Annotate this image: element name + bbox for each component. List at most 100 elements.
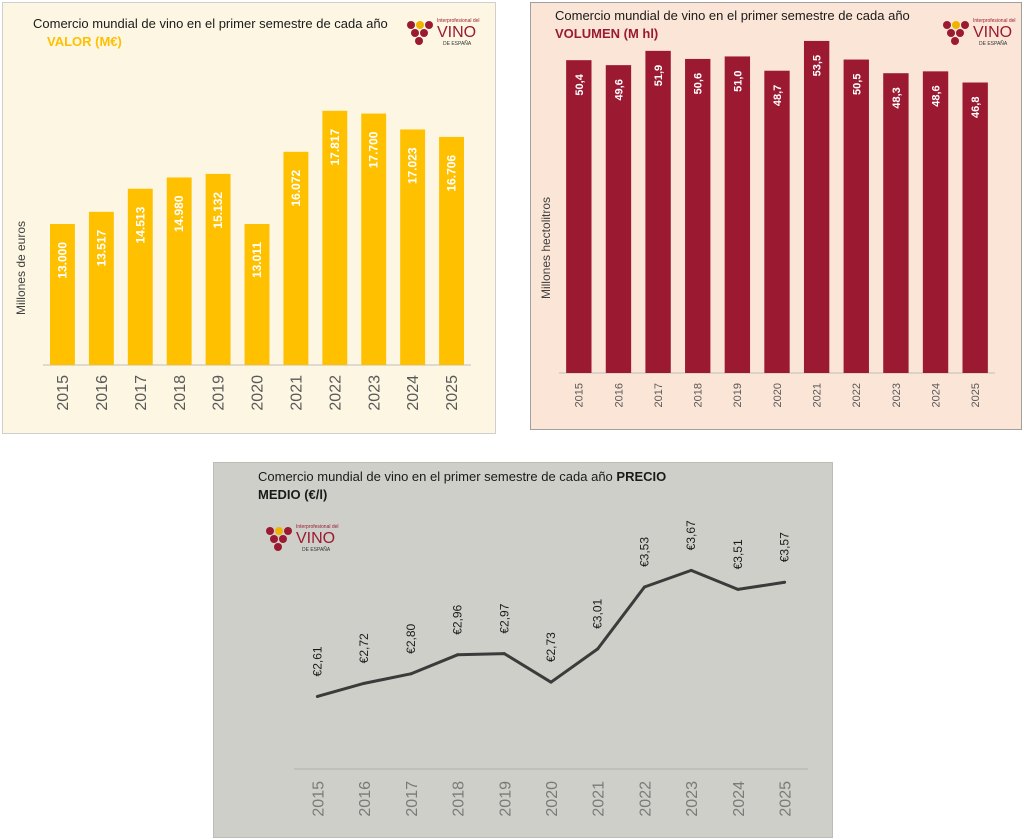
x-tick-label-2025: 2025 xyxy=(778,781,795,817)
data-label-2018: €2,96 xyxy=(451,604,465,634)
svg-text:DE ESPAÑA: DE ESPAÑA xyxy=(443,40,472,47)
svg-text:VINO: VINO xyxy=(296,530,335,547)
data-label-2017: 14.513 xyxy=(133,206,147,243)
svg-text:Interprofesional del: Interprofesional del xyxy=(437,18,480,24)
data-label-2022: 17.817 xyxy=(328,128,342,165)
point-2021 xyxy=(596,647,600,651)
bar-2025 xyxy=(439,136,464,365)
point-2015 xyxy=(315,694,319,698)
bar-2015 xyxy=(566,60,592,373)
x-tick-label-2015: 2015 xyxy=(310,781,327,817)
bar-2023 xyxy=(361,113,387,365)
x-tick-label-2020: 2020 xyxy=(544,781,561,817)
bar-2020 xyxy=(764,70,790,374)
data-label-2025: 46,8 xyxy=(970,97,982,118)
data-label-2022: €3,53 xyxy=(637,537,651,567)
bar-2024 xyxy=(922,71,949,374)
data-label-2018: 14.980 xyxy=(172,195,186,232)
bar-2019 xyxy=(205,173,231,365)
point-2016 xyxy=(362,681,366,685)
data-label-2021: 16.072 xyxy=(289,169,303,206)
point-2024 xyxy=(736,587,740,591)
data-label-2020: 48,7 xyxy=(772,85,784,106)
x-tick-label-2025: 2025 xyxy=(444,375,461,411)
point-2018 xyxy=(456,653,460,657)
bar-2018 xyxy=(166,177,192,365)
precio-chart-panel: Comercio mundial de vino en el primer se… xyxy=(213,462,833,838)
svg-text:Interprofesional del: Interprofesional del xyxy=(296,524,339,530)
x-tick-label-2018: 2018 xyxy=(451,781,468,817)
valor-chart-subtitle: VALOR (M€) xyxy=(47,34,122,49)
vino-de-espana-logo: Interprofesional del VINO DE ESPAÑA xyxy=(407,18,480,47)
precio-line-chart: €2,61 2015 €2,72 2016 €2,80 2017 €2,96 2018 €2,9… xyxy=(294,520,808,817)
bar-2022 xyxy=(843,59,869,373)
data-label-2024: 17.023 xyxy=(406,147,420,184)
x-tick-label-2016: 2016 xyxy=(613,383,625,407)
vino-de-espana-logo: Interprofesional del VINO DE ESPAÑA xyxy=(943,18,1016,47)
bar-2024 xyxy=(400,129,426,365)
data-label-2019: 15.132 xyxy=(211,192,225,229)
x-tick-label-2015: 2015 xyxy=(574,383,586,407)
data-label-2023: €3,67 xyxy=(684,520,698,550)
bar-2016 xyxy=(605,65,632,373)
svg-text:VINO: VINO xyxy=(973,24,1012,41)
point-2019 xyxy=(502,652,506,656)
x-tick-label-2019: 2019 xyxy=(211,375,228,411)
bar-2023 xyxy=(883,73,909,373)
data-label-2025: 16.706 xyxy=(445,155,459,192)
data-label-2024: €3,51 xyxy=(731,539,745,569)
x-tick-label-2019: 2019 xyxy=(732,383,744,407)
x-tick-label-2021: 2021 xyxy=(289,375,306,411)
volumen-chart-subtitle: VOLUMEN (M hl) xyxy=(555,26,659,41)
bar-2018 xyxy=(685,58,711,374)
y-axis-label: Millones hectolitros xyxy=(539,197,553,299)
volumen-chart-title: Comercio mundial de vino en el primer se… xyxy=(555,8,910,23)
data-label-2020: €2,73 xyxy=(544,632,558,662)
bar-2017 xyxy=(127,188,153,365)
point-2023 xyxy=(689,568,693,572)
x-tick-label-2017: 2017 xyxy=(404,781,421,817)
x-tick-label-2015: 2015 xyxy=(55,375,72,411)
bar-2025 xyxy=(962,82,988,373)
x-tick-label-2021: 2021 xyxy=(811,383,823,407)
data-label-2020: 13.011 xyxy=(250,242,264,278)
bar-2016 xyxy=(88,211,114,365)
x-tick-label-2017: 2017 xyxy=(133,375,150,411)
bar-2019 xyxy=(724,56,751,374)
x-tick-label-2022: 2022 xyxy=(851,383,863,407)
bar-2015 xyxy=(50,224,75,365)
y-axis-label: Millones de euros xyxy=(14,221,28,315)
data-label-2018: 50,6 xyxy=(693,73,705,94)
point-2020 xyxy=(549,680,553,684)
data-label-2017: €2,80 xyxy=(404,623,418,653)
x-tick-label-2020: 2020 xyxy=(250,375,267,411)
data-label-2015: 13.000 xyxy=(55,242,69,279)
svg-text:DE ESPAÑA: DE ESPAÑA xyxy=(302,546,331,553)
x-tick-label-2023: 2023 xyxy=(366,375,383,411)
precio-chart-title-text: Comercio mundial de vino en el primer se… xyxy=(258,469,613,484)
x-tick-label-2016: 2016 xyxy=(94,375,111,411)
data-label-2016: 13.517 xyxy=(94,230,108,267)
data-label-2021: 53,5 xyxy=(812,55,824,76)
data-label-2016: €2,72 xyxy=(357,633,371,663)
bar-2022 xyxy=(322,110,348,365)
data-label-2015: €2,61 xyxy=(310,646,324,676)
valor-chart-title: Comercio mundial de vino en el primer se… xyxy=(33,16,388,31)
x-tick-label-2018: 2018 xyxy=(172,375,189,411)
x-tick-label-2023: 2023 xyxy=(891,383,903,407)
bar-2021 xyxy=(283,151,309,365)
data-label-2019: €2,97 xyxy=(497,603,511,633)
x-tick-label-2022: 2022 xyxy=(327,375,344,411)
svg-text:DE ESPAÑA: DE ESPAÑA xyxy=(979,40,1008,47)
precio-chart-title: Comercio mundial de vino en el primer se… xyxy=(258,468,678,504)
data-label-2021: €3,01 xyxy=(591,599,605,629)
x-tick-label-2022: 2022 xyxy=(637,781,654,817)
point-2017 xyxy=(409,672,413,676)
x-tick-label-2018: 2018 xyxy=(693,383,705,407)
data-label-2019: 51,0 xyxy=(732,70,744,91)
data-label-2024: 48,6 xyxy=(931,85,943,106)
data-label-2016: 49,6 xyxy=(613,79,625,100)
svg-text:VINO: VINO xyxy=(437,24,476,41)
x-tick-label-2016: 2016 xyxy=(357,781,374,817)
x-tick-label-2017: 2017 xyxy=(653,383,665,407)
